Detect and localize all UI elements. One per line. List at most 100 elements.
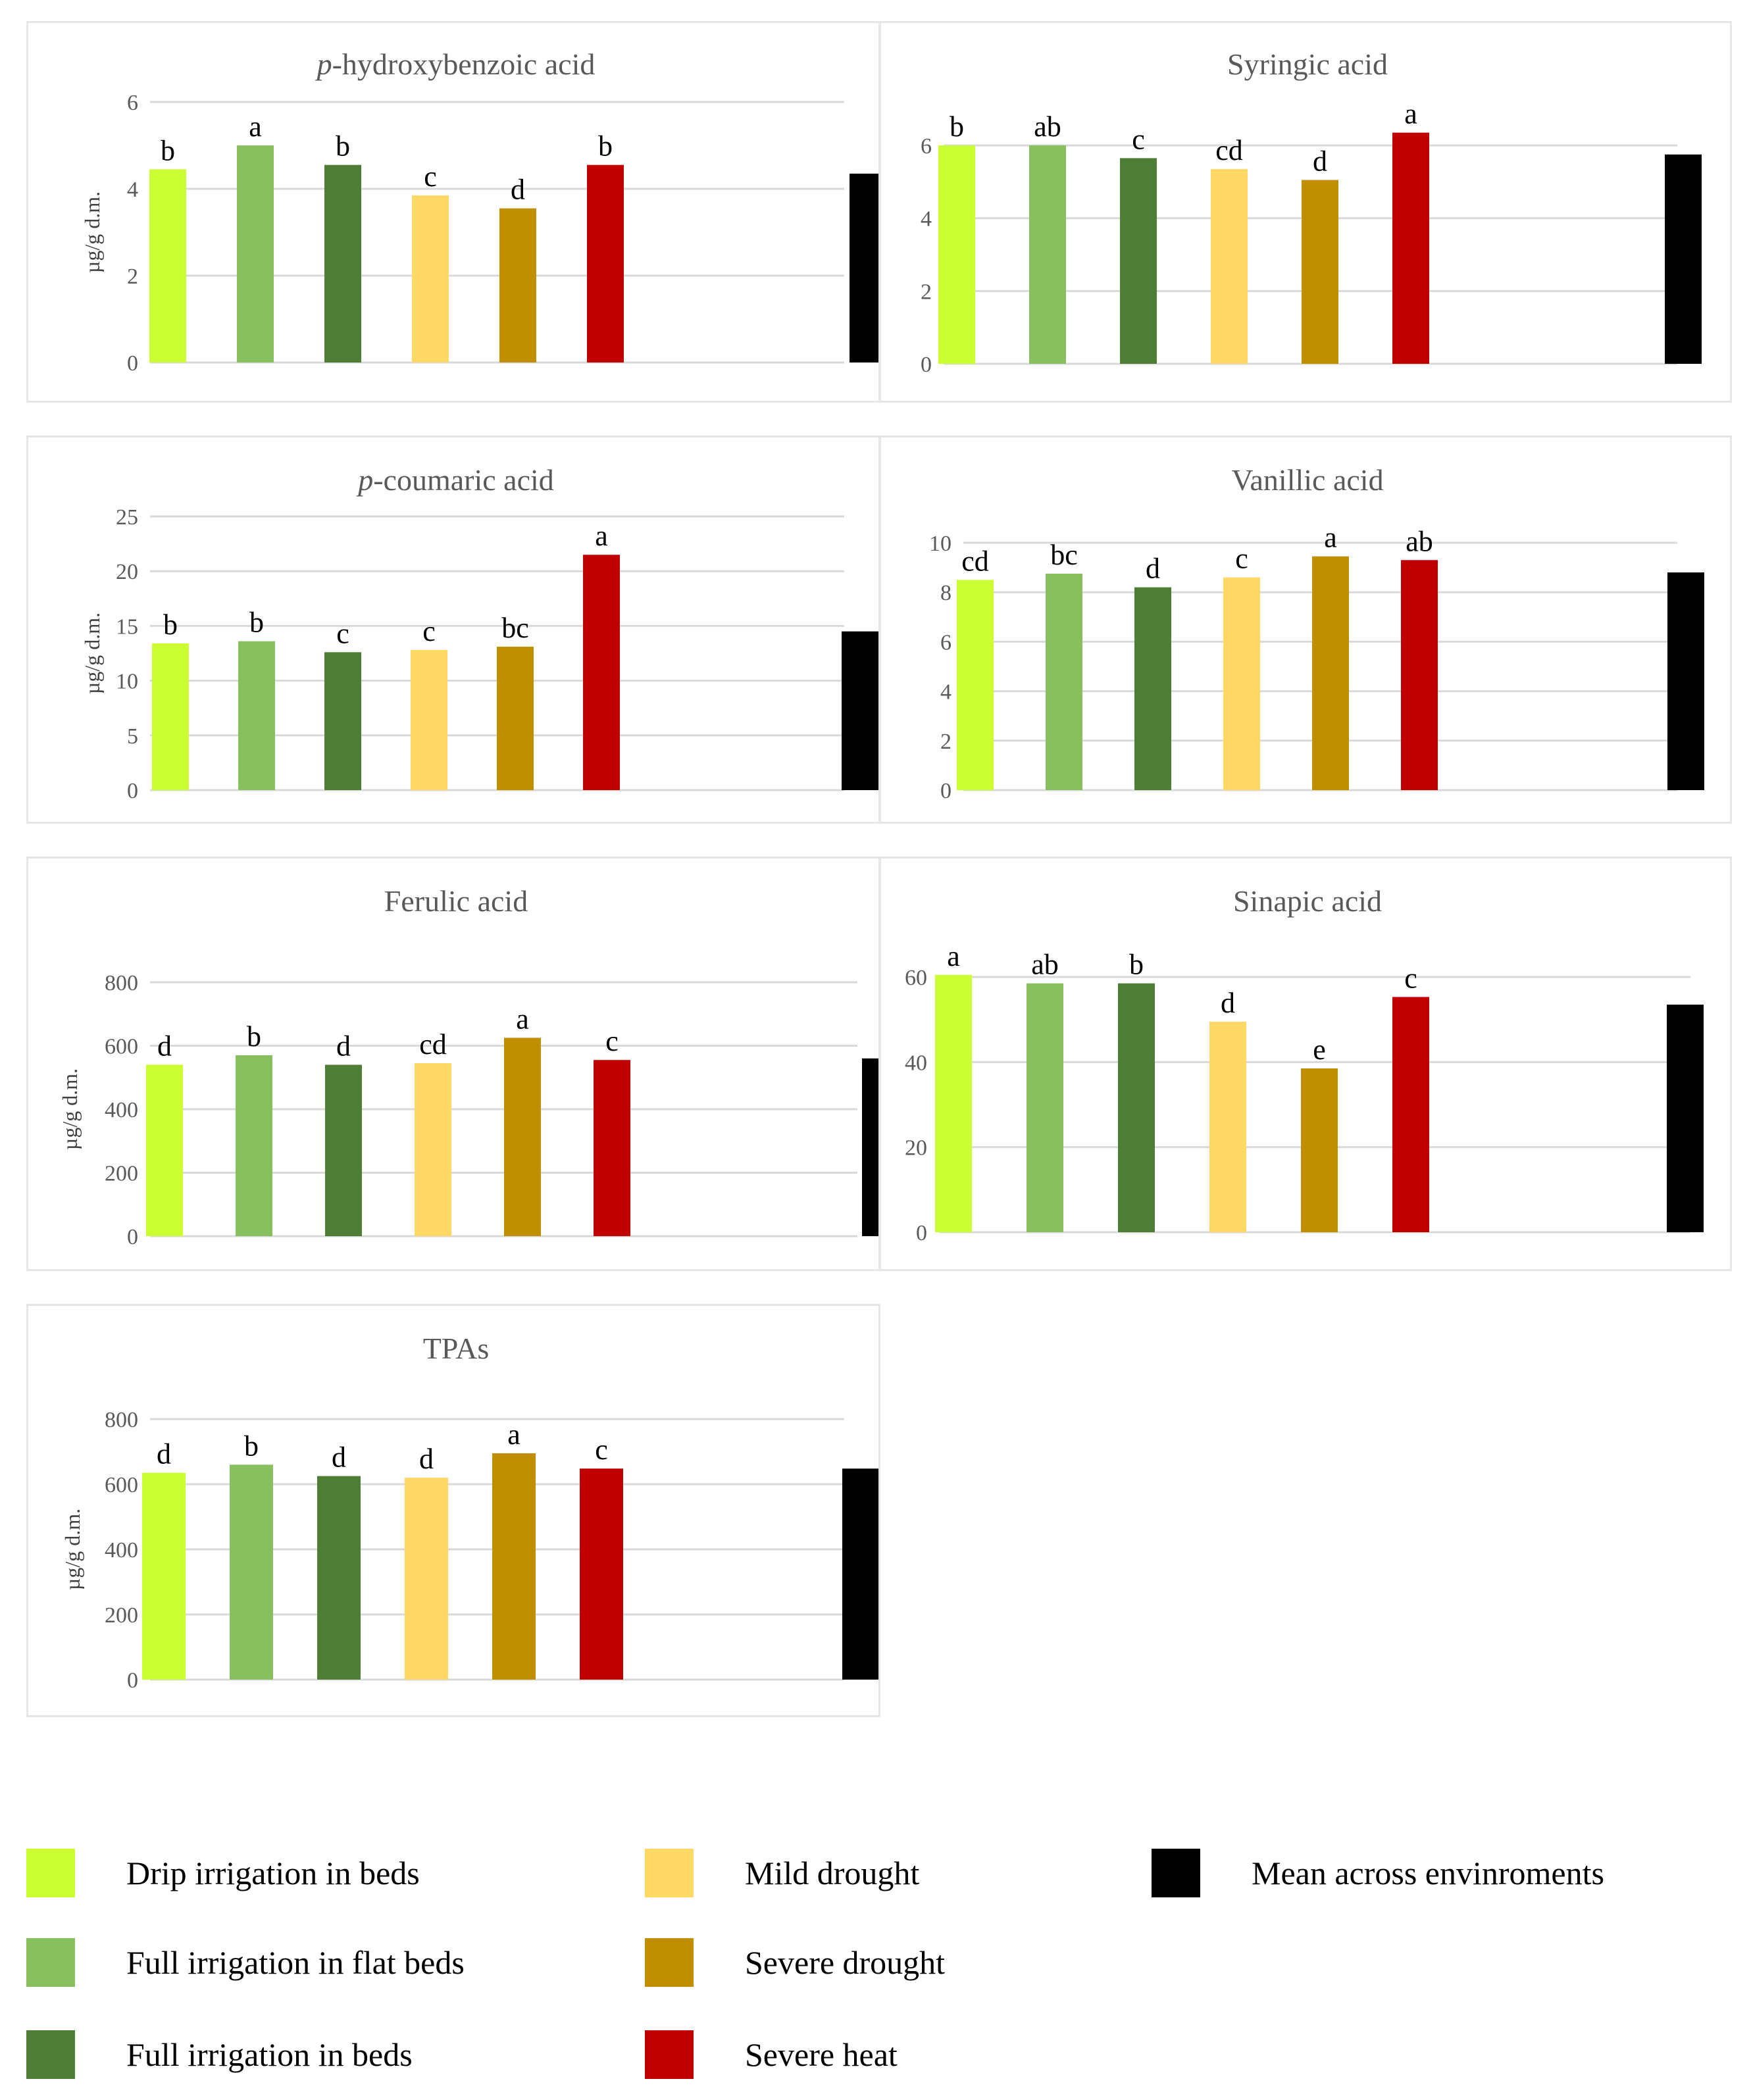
y-tick-label: 20 xyxy=(116,560,138,584)
significance-letter: d xyxy=(1313,145,1327,178)
significance-letter: cd xyxy=(961,545,989,577)
y-tick-label: 600 xyxy=(105,1473,138,1497)
chart-title-text: Vanillic acid xyxy=(1231,463,1383,497)
y-tick-label: 800 xyxy=(105,1408,138,1432)
y-tick-label: 10 xyxy=(116,670,138,694)
y-tick-label: 2 xyxy=(127,264,138,289)
y-axis-label: µg/g d.m. xyxy=(80,612,104,694)
bar-mild-drought xyxy=(405,1478,448,1680)
bar-drip-irrigation-in-beds xyxy=(152,643,189,790)
bar-drip-irrigation-in-beds xyxy=(938,145,975,364)
chart-title-text: -coumaric acid xyxy=(373,463,554,497)
bar-full-irrigation-in-beds xyxy=(325,1064,362,1236)
significance-letter: cd xyxy=(1215,134,1243,166)
chart-title: TPAs xyxy=(423,1332,490,1365)
bar-mean-across-envinroments xyxy=(1667,572,1704,790)
significance-letter: c xyxy=(605,1025,619,1057)
chart-svg: TPAs 0 200 400 600 800 µg/g d.m. d b d d a c xyxy=(61,1332,878,1693)
y-tick-label: 4 xyxy=(127,178,138,202)
significance-letter: c xyxy=(424,161,437,193)
legend-label: Severe heat xyxy=(745,2036,898,2073)
y-tick-label: 15 xyxy=(116,614,138,639)
y-tick-label: 0 xyxy=(127,779,138,803)
y-tick-label: 0 xyxy=(916,1221,927,1245)
significance-letter: c xyxy=(1404,962,1417,994)
significance-letter: d xyxy=(511,174,525,206)
y-tick-label: 4 xyxy=(940,680,952,705)
bar-full-irrigation-in-flat-beds xyxy=(230,1464,273,1680)
significance-letter: a xyxy=(947,940,960,972)
bar-full-irrigation-in-beds xyxy=(317,1476,361,1680)
significance-letter: b xyxy=(249,607,264,639)
significance-letter: a xyxy=(249,111,262,143)
bar-full-irrigation-in-beds xyxy=(1120,158,1157,364)
y-tick-label: 2 xyxy=(921,280,932,304)
y-tick-label: 2 xyxy=(940,730,952,754)
legend-swatch xyxy=(26,1849,75,1897)
y-tick-label: 6 xyxy=(921,134,932,159)
chart-title-prefix: p xyxy=(315,47,332,81)
significance-letter: b xyxy=(1129,949,1144,981)
chart-p-hydroxybenzoic-acid: p-hydroxybenzoic acid 0 2 4 6 µg/g d.m. b a b c d b xyxy=(26,21,880,403)
y-tick-label: 0 xyxy=(940,779,952,803)
y-tick-label: 4 xyxy=(921,207,932,232)
significance-letter: c xyxy=(336,617,349,649)
legend-swatch xyxy=(645,1849,694,1897)
y-tick-label: 400 xyxy=(105,1538,138,1562)
y-tick-label: 0 xyxy=(127,1225,138,1249)
chart-svg: Vanillic acid 0 2 4 6 8 10 cd bc d c a ab xyxy=(929,463,1704,803)
legend-swatch xyxy=(26,1938,75,1987)
chart-svg: Ferulic acid 0 200 400 600 800 µg/g d.m. d b d cd a… xyxy=(58,884,878,1249)
significance-letter: d xyxy=(419,1443,434,1475)
significance-letter: bc xyxy=(501,612,529,644)
bar-severe-drought xyxy=(499,208,536,362)
y-tick-label: 6 xyxy=(940,630,952,655)
significance-letter: b xyxy=(336,130,350,162)
bar-mild-drought xyxy=(412,195,449,362)
chart-syringic-acid: Syringic acid 0 2 4 6 b ab c cd d a xyxy=(879,21,1732,403)
legend-swatch xyxy=(645,2030,694,2079)
y-tick-label: 800 xyxy=(105,971,138,995)
legend-label: Drip irrigation in beds xyxy=(126,1855,420,1891)
y-tick-label: 60 xyxy=(905,966,927,990)
bar-mild-drought xyxy=(1223,577,1260,790)
bar-severe-drought xyxy=(1302,180,1338,364)
y-tick-label: 200 xyxy=(105,1603,138,1628)
bar-full-irrigation-in-flat-beds xyxy=(1027,983,1063,1232)
bar-full-irrigation-in-flat-beds xyxy=(1029,145,1066,364)
significance-letter: d xyxy=(1221,987,1235,1019)
bar-severe-heat xyxy=(1392,997,1429,1232)
legend-item-mild-drought: Mild drought xyxy=(645,1849,919,1897)
legend-label: Severe drought xyxy=(745,1944,946,1981)
chart-title-text: Ferulic acid xyxy=(384,884,528,918)
legend-swatch xyxy=(1152,1849,1200,1897)
y-tick-label: 20 xyxy=(905,1136,927,1161)
bar-severe-heat xyxy=(594,1060,630,1236)
chart-tpas: TPAs 0 200 400 600 800 µg/g d.m. d b d d a c xyxy=(26,1304,880,1717)
legend: Drip irrigation in beds Full irrigation … xyxy=(0,1816,1751,2100)
legend-label: Full irrigation in beds xyxy=(126,2036,413,2073)
bar-mild-drought xyxy=(1209,1021,1246,1232)
bar-mean-across-envinroments xyxy=(1667,1005,1704,1232)
bar-full-irrigation-in-flat-beds xyxy=(238,641,275,790)
significance-letter: d xyxy=(1146,553,1160,585)
y-tick-label: 0 xyxy=(921,353,932,377)
chart-svg: Syringic acid 0 2 4 6b ab c cd d a xyxy=(921,47,1702,377)
significance-letter: d xyxy=(336,1030,351,1062)
bar-severe-drought xyxy=(1312,556,1349,790)
y-tick-label: 0 xyxy=(127,1668,138,1693)
y-tick-label: 25 xyxy=(116,505,138,530)
legend-item-mean-across-envinroments: Mean across envinroments xyxy=(1152,1849,1604,1897)
bar-drip-irrigation-in-beds xyxy=(146,1064,183,1236)
chart-title: Syringic acid xyxy=(1227,47,1388,81)
bar-full-irrigation-in-beds xyxy=(324,652,361,790)
bar-severe-drought xyxy=(1301,1068,1338,1232)
legend-item-drip-irrigation-in-beds: Drip irrigation in beds xyxy=(26,1849,420,1897)
significance-letter: b xyxy=(598,130,613,162)
chart-svg: Sinapic acid 0 20 40 60 a ab b d e c xyxy=(905,884,1704,1245)
legend-swatch xyxy=(26,2030,75,2079)
bar-mild-drought xyxy=(415,1063,451,1236)
legend-item-severe-heat: Severe heat xyxy=(645,2030,898,2079)
significance-letter: a xyxy=(595,520,608,552)
